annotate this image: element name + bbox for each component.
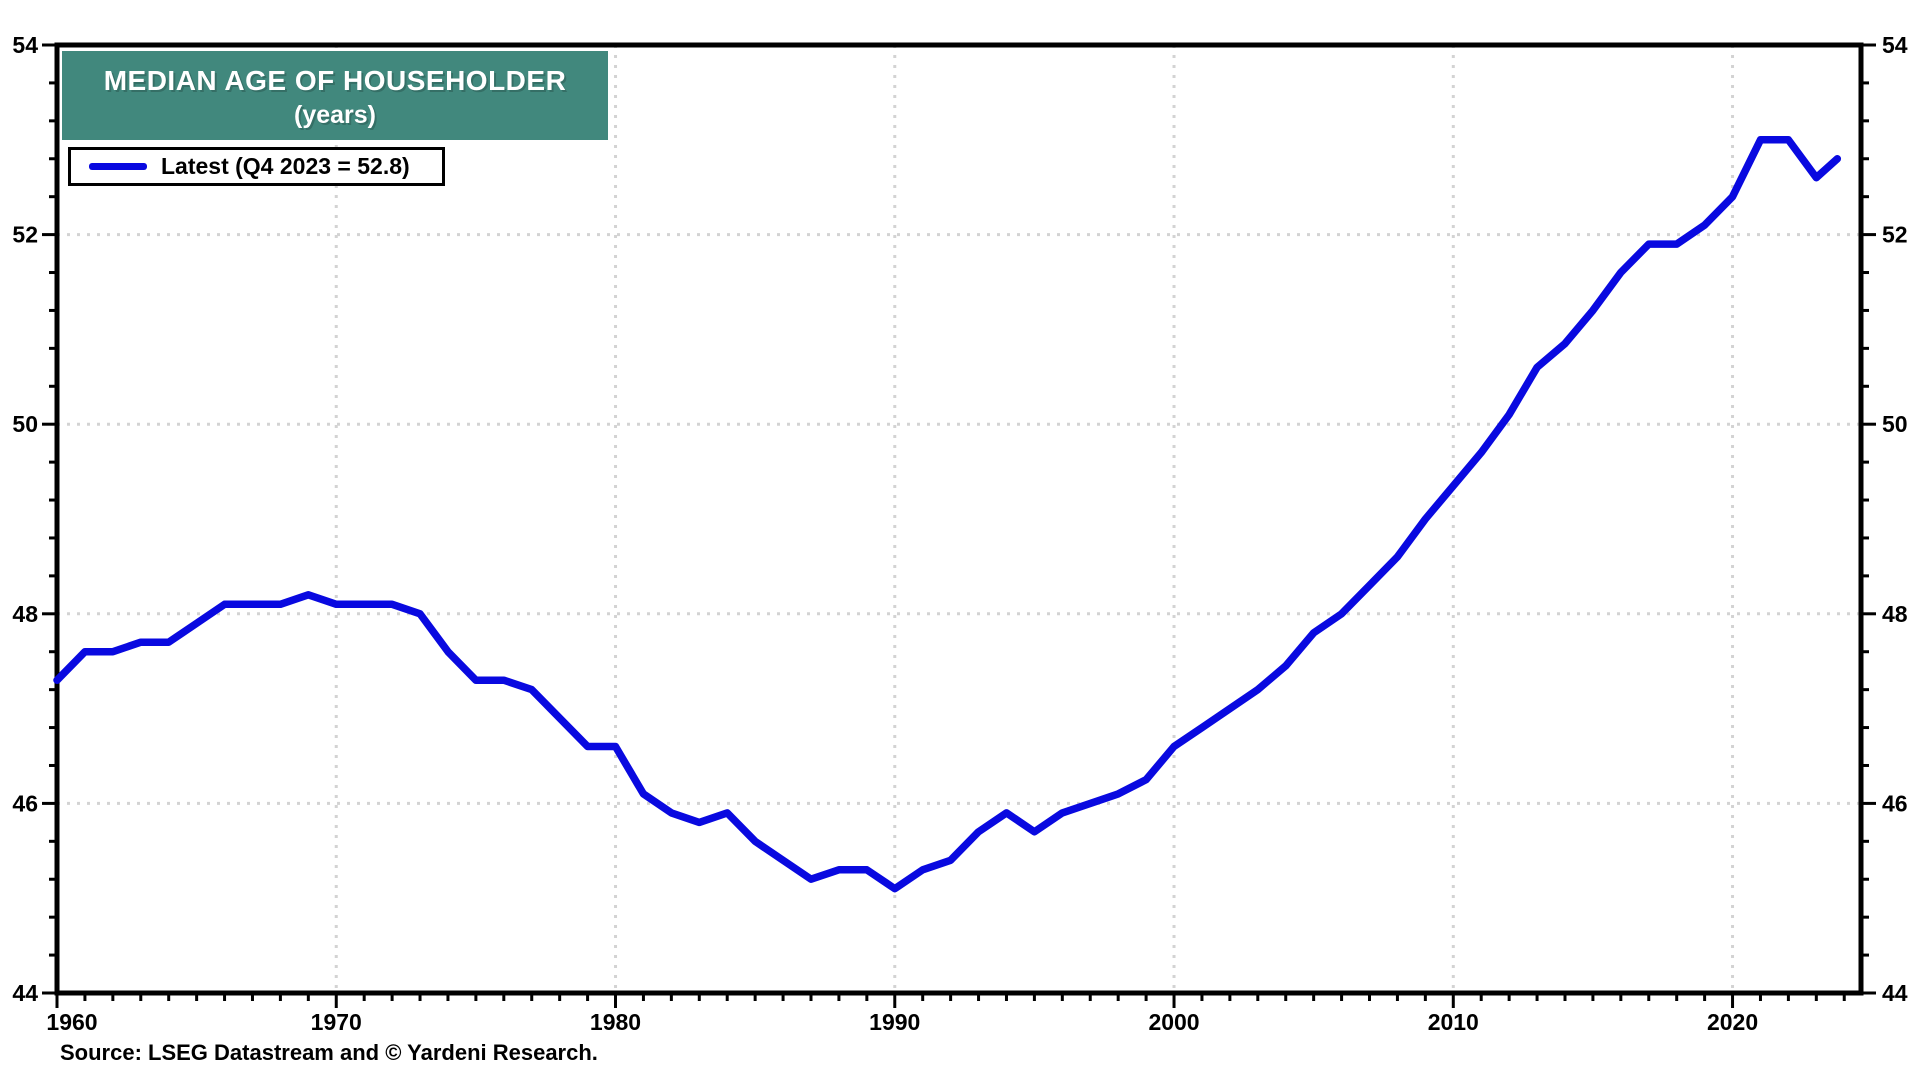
y-axis-tick-label-left: 54 [12, 32, 38, 58]
y-axis-tick-label-left: 44 [12, 980, 38, 1006]
y-axis-tick-label-right: 46 [1882, 790, 1908, 816]
y-axis-tick-label-left: 48 [12, 601, 38, 627]
legend-line-swatch [89, 163, 147, 170]
y-axis-tick-label-right: 52 [1882, 222, 1908, 248]
legend-label: Latest (Q4 2023 = 52.8) [161, 153, 410, 179]
y-axis-tick-label-right: 44 [1882, 980, 1908, 1006]
y-axis-tick-label-right: 50 [1882, 411, 1908, 437]
y-axis-tick-label-left: 52 [12, 222, 38, 248]
chart-title: MEDIAN AGE OF HOUSEHOLDER [103, 64, 567, 96]
plot-frame [54, 42, 1864, 996]
legend: Latest (Q4 2023 = 52.8) [68, 147, 445, 186]
y-axis-tick-label-right: 54 [1882, 32, 1908, 58]
chart-title-box: MEDIAN AGE OF HOUSEHOLDER (years) [62, 51, 608, 140]
source-note: Source: LSEG Datastream and © Yardeni Re… [60, 1040, 598, 1065]
x-axis-tick-label: 1970 [311, 1009, 362, 1035]
x-axis-tick-label: 2020 [1707, 1009, 1758, 1035]
y-axis-tick-label-left: 50 [12, 411, 38, 437]
x-axis-tick-label: 1960 [46, 1009, 97, 1035]
x-axis-tick-label: 1990 [869, 1009, 920, 1035]
x-axis-tick-label: 2010 [1428, 1009, 1479, 1035]
chart-subtitle: (years) [294, 100, 376, 129]
y-axis-tick-label-left: 46 [12, 790, 38, 816]
x-axis-tick-label: 1980 [590, 1009, 641, 1035]
median-age-data-line [53, 136, 1842, 893]
x-axis-tick-label: 2000 [1148, 1009, 1199, 1035]
y-axis-tick-label-right: 48 [1882, 601, 1908, 627]
